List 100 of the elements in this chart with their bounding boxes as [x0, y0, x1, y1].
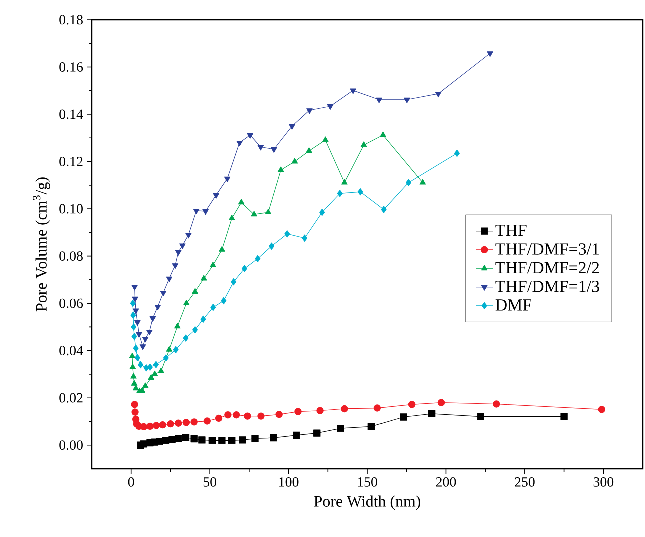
x-tick-label: 0 [128, 477, 134, 487]
point [134, 354, 140, 362]
point [210, 262, 216, 268]
point [202, 209, 209, 216]
point [208, 437, 216, 444]
y-tick-label: 0.02 [60, 393, 83, 403]
point [131, 324, 137, 331]
point [147, 364, 154, 371]
point [360, 142, 368, 148]
point [132, 408, 139, 416]
point [284, 230, 290, 238]
point [190, 418, 198, 426]
point [247, 133, 254, 139]
point [162, 437, 170, 444]
point [219, 246, 226, 252]
point [368, 423, 376, 430]
point [342, 179, 348, 185]
point [138, 361, 144, 369]
point [131, 401, 138, 408]
point [132, 385, 140, 391]
point [168, 436, 176, 444]
legend-label: THF/DMF=3/1 [496, 244, 599, 255]
point [140, 440, 148, 448]
y-tick-label: 0.14 [60, 110, 84, 120]
point [174, 420, 182, 427]
point [337, 425, 344, 432]
point [224, 176, 231, 182]
legend-label: THF/DMF=2/2 [496, 262, 600, 274]
point [269, 242, 275, 250]
point [192, 288, 198, 294]
point [404, 98, 410, 104]
y-tick-label: 0.12 [60, 157, 83, 167]
point [167, 420, 174, 428]
point [166, 276, 173, 282]
point [376, 98, 382, 104]
point [302, 234, 308, 242]
point [493, 400, 500, 408]
point [231, 278, 237, 286]
legend-label: DMF [496, 300, 532, 311]
point [560, 413, 568, 420]
point [153, 361, 159, 368]
point [316, 407, 324, 414]
point [306, 148, 312, 154]
point [322, 136, 329, 142]
x-tick-label: 100 [280, 477, 299, 487]
point [276, 411, 283, 418]
point [292, 158, 298, 164]
point [146, 330, 153, 336]
point [236, 140, 243, 146]
point [163, 354, 169, 362]
y-tick-label: 0.08 [60, 252, 83, 262]
point [255, 255, 261, 263]
point [252, 435, 259, 442]
x-tick-label: 300 [594, 477, 614, 487]
point [198, 436, 206, 444]
point [400, 414, 408, 421]
point [133, 344, 139, 352]
point [131, 380, 138, 386]
y-tick-label: 0.10 [60, 204, 83, 214]
x-tick-label: 150 [358, 477, 378, 487]
point [224, 412, 232, 419]
point [132, 333, 138, 340]
legend-label: THF/DMF=1/3 [496, 280, 600, 292]
point [438, 399, 446, 406]
point [172, 264, 179, 270]
point [341, 405, 348, 413]
point [174, 435, 182, 442]
point [130, 300, 136, 308]
point [350, 88, 356, 94]
point [228, 214, 236, 220]
point [182, 434, 190, 442]
point [435, 92, 442, 98]
point [136, 332, 142, 338]
point [142, 382, 149, 388]
point [152, 422, 160, 430]
point [327, 104, 334, 110]
point [477, 413, 484, 420]
point [265, 209, 272, 215]
point [183, 300, 190, 306]
point [380, 132, 386, 138]
point [408, 401, 416, 408]
point [174, 323, 181, 329]
y-axis-title: Pore Volume (cm$^{3}$/g) [33, 178, 50, 312]
point [218, 437, 226, 444]
point [294, 408, 302, 416]
point [221, 297, 227, 305]
point [152, 370, 158, 376]
point [192, 326, 198, 334]
point [242, 265, 248, 272]
point [140, 423, 148, 431]
point [130, 373, 137, 379]
point [289, 124, 296, 130]
point [358, 188, 364, 196]
point [190, 435, 198, 443]
point [166, 346, 173, 352]
point [232, 412, 240, 419]
y-tick-label: 0.06 [60, 298, 84, 308]
point [215, 414, 223, 422]
point [132, 308, 140, 314]
point [159, 421, 166, 429]
